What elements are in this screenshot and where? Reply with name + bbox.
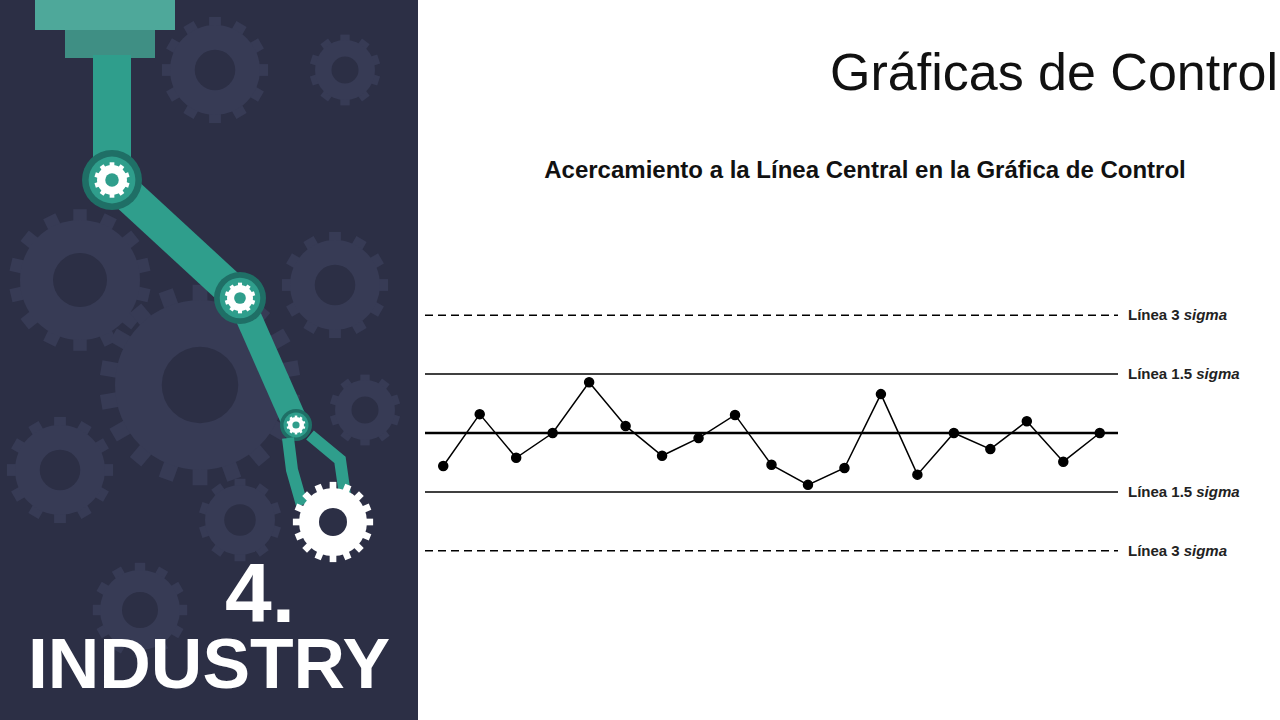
svg-text:Línea 1.5sigma: Línea 1.5sigma bbox=[1128, 483, 1240, 500]
svg-text:INDUSTRY: INDUSTRY bbox=[28, 625, 390, 703]
svg-text:Línea 3sigma: Línea 3sigma bbox=[1128, 306, 1227, 323]
svg-text:4.: 4. bbox=[225, 546, 296, 640]
html-text:Gráficas de Control: Gráficas de Control bbox=[830, 43, 1278, 101]
svg-text:Línea 1.5sigma: Línea 1.5sigma bbox=[1128, 365, 1240, 382]
svg-text:Línea 3sigma: Línea 3sigma bbox=[1128, 542, 1227, 559]
html-text:Acercamiento a la Línea Centra: Acercamiento a la Línea Central en la Gr… bbox=[544, 156, 1186, 183]
